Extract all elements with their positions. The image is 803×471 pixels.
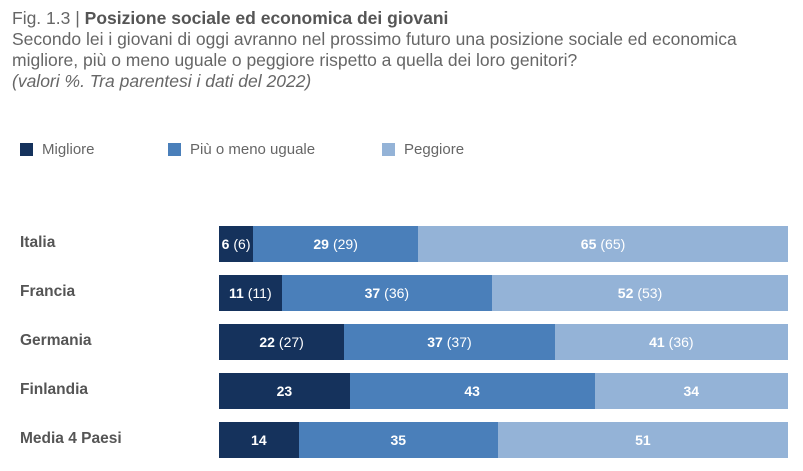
bar-row: 6 (6) 29 (29) 65 (65) [219, 226, 788, 262]
legend-item: Peggiore [382, 141, 464, 158]
data-label: 35 [390, 432, 407, 448]
bar-segment: 52 (53) [492, 275, 788, 311]
bar-segment: 14 [219, 422, 299, 458]
data-label: 29 [313, 236, 329, 252]
data-label-2022: (27) [278, 334, 304, 350]
bar-segment: 6 (6) [219, 226, 254, 262]
bar-segment: 34 [594, 373, 788, 409]
data-label: 14 [251, 432, 267, 448]
data-label: 52 [617, 285, 634, 301]
chart-subtitle-line1: Secondo lei i giovani di oggi avranno ne… [12, 29, 737, 49]
legend-label: Migliore [42, 141, 95, 158]
data-label: 11 [228, 285, 244, 301]
legend-item: Più o meno uguale [168, 141, 315, 158]
category-label: Italia [20, 234, 56, 251]
legend-item: Migliore [20, 141, 95, 158]
bar-segment: 23 [219, 373, 350, 409]
data-label: 6 [221, 236, 230, 252]
data-label-2022: (36) [384, 285, 410, 301]
data-label-2022: (6) [233, 236, 251, 252]
legend-swatch [20, 143, 33, 156]
data-label: 37 [364, 285, 381, 301]
data-label: 34 [683, 383, 700, 399]
data-label: 65 [580, 236, 597, 252]
data-label-2022: (11) [247, 285, 272, 301]
bar-segment: 35 [298, 422, 498, 458]
data-label: 43 [464, 383, 480, 399]
bar-segment: 43 [349, 373, 595, 409]
data-label-2022: (29) [332, 236, 358, 252]
bar-segment: 29 (29) [253, 226, 419, 262]
bar-row: 14 35 51 [219, 422, 788, 458]
bar-segment: 41 (36) [554, 324, 788, 360]
legend-swatch [168, 143, 181, 156]
data-label-2022: (53) [637, 285, 663, 301]
figure-number: Fig. 1.3 [12, 8, 71, 28]
data-label: 51 [635, 432, 651, 448]
bar-row: 22 (27) 37 (37) 41 (36) [219, 324, 788, 360]
bar-segment: 37 (37) [344, 324, 555, 360]
legend-label: Più o meno uguale [190, 141, 316, 158]
bar-segment: 37 (36) [281, 275, 493, 311]
data-label: 23 [276, 383, 293, 399]
legend-swatch [382, 143, 395, 156]
chart-subtitle-line2: migliore, più o meno uguale o peggiore r… [12, 50, 578, 70]
bar-row: 11 (11) 37 (36) 52 (53) [219, 275, 788, 311]
chart-title: Posizione sociale ed economica dei giova… [84, 8, 449, 28]
bar-row: 23 43 34 [219, 373, 788, 409]
legend-label: Peggiore [404, 141, 465, 158]
category-label: Finlandia [20, 381, 89, 398]
data-label: 41 [649, 334, 665, 350]
bar-segment: 22 (27) [219, 324, 345, 360]
chart-header: Fig. 1.3 | Posizione sociale ed economic… [12, 8, 737, 92]
chart-note: (valori %. Tra parentesi i dati del 2022… [12, 71, 312, 91]
data-label: 37 [427, 334, 443, 350]
data-label-2022: (65) [600, 236, 626, 252]
data-label-2022: (36) [668, 334, 694, 350]
bar-segment: 11 (11) [219, 275, 282, 311]
data-label-2022: (37) [446, 334, 472, 350]
category-label: Francia [20, 283, 76, 300]
category-label: Media 4 Paesi [20, 430, 122, 447]
bar-segment: 51 [497, 422, 788, 458]
category-label: Germania [20, 332, 92, 349]
separator: | [75, 8, 80, 28]
bar-segment: 65 (65) [418, 226, 788, 262]
data-label: 22 [259, 334, 275, 350]
